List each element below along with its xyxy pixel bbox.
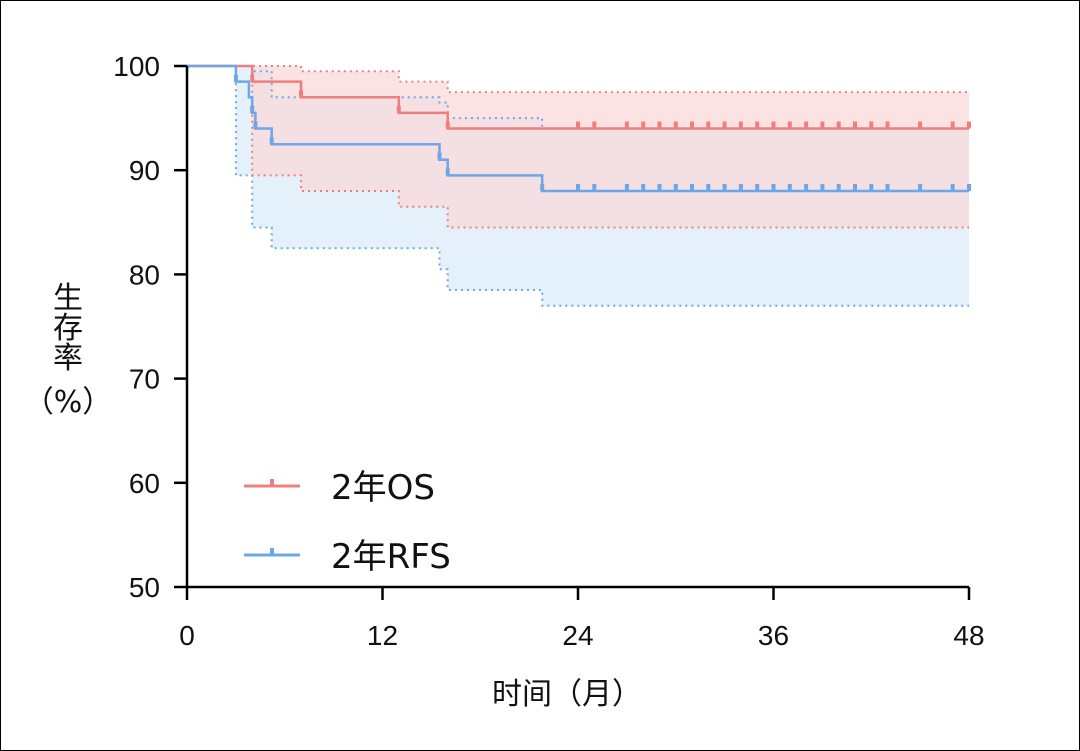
y-axis-title-char-1: 生	[53, 281, 83, 316]
y-axis-title-char-4: （%）	[24, 385, 113, 420]
legend: 2年OS 2年RFS	[244, 468, 451, 577]
confidence-limit-lines	[187, 65, 969, 307]
y-tick-label: 80	[129, 259, 160, 290]
curve-os	[187, 64, 969, 130]
x-tick-label: 0	[179, 620, 195, 651]
x-axis-title: 时间（月）	[492, 677, 642, 712]
y-tick-label: 70	[129, 364, 160, 395]
y-axis-title-char-2: 存	[53, 311, 83, 346]
survival-curves	[187, 64, 969, 193]
x-tick-label: 48	[953, 620, 984, 651]
y-tick-label: 90	[129, 155, 160, 186]
curve-rfs	[187, 64, 969, 193]
x-ticks: 0 12 24 36 48	[179, 587, 985, 651]
ci-upper-os	[187, 65, 969, 94]
x-tick-label: 12	[367, 620, 398, 651]
legend-label-rfs: 2年RFS	[331, 537, 451, 577]
x-tick-label: 24	[562, 620, 593, 651]
y-axis-title-char-3: 率	[53, 341, 83, 376]
y-axis-title: 生 存 率 （%）	[24, 281, 113, 420]
legend-item-rfs: 2年RFS	[244, 537, 451, 577]
y-tick-label: 50	[129, 572, 160, 603]
y-tick-label: 60	[129, 468, 160, 499]
legend-label-os: 2年OS	[331, 468, 435, 508]
y-ticks: 50 60 70 80 90 100	[113, 51, 187, 603]
censor-marks	[233, 74, 971, 191]
ci-upper-rfs	[187, 65, 969, 130]
x-tick-label: 36	[758, 620, 789, 651]
legend-item-os: 2年OS	[244, 468, 435, 508]
y-tick-label: 100	[113, 51, 160, 82]
